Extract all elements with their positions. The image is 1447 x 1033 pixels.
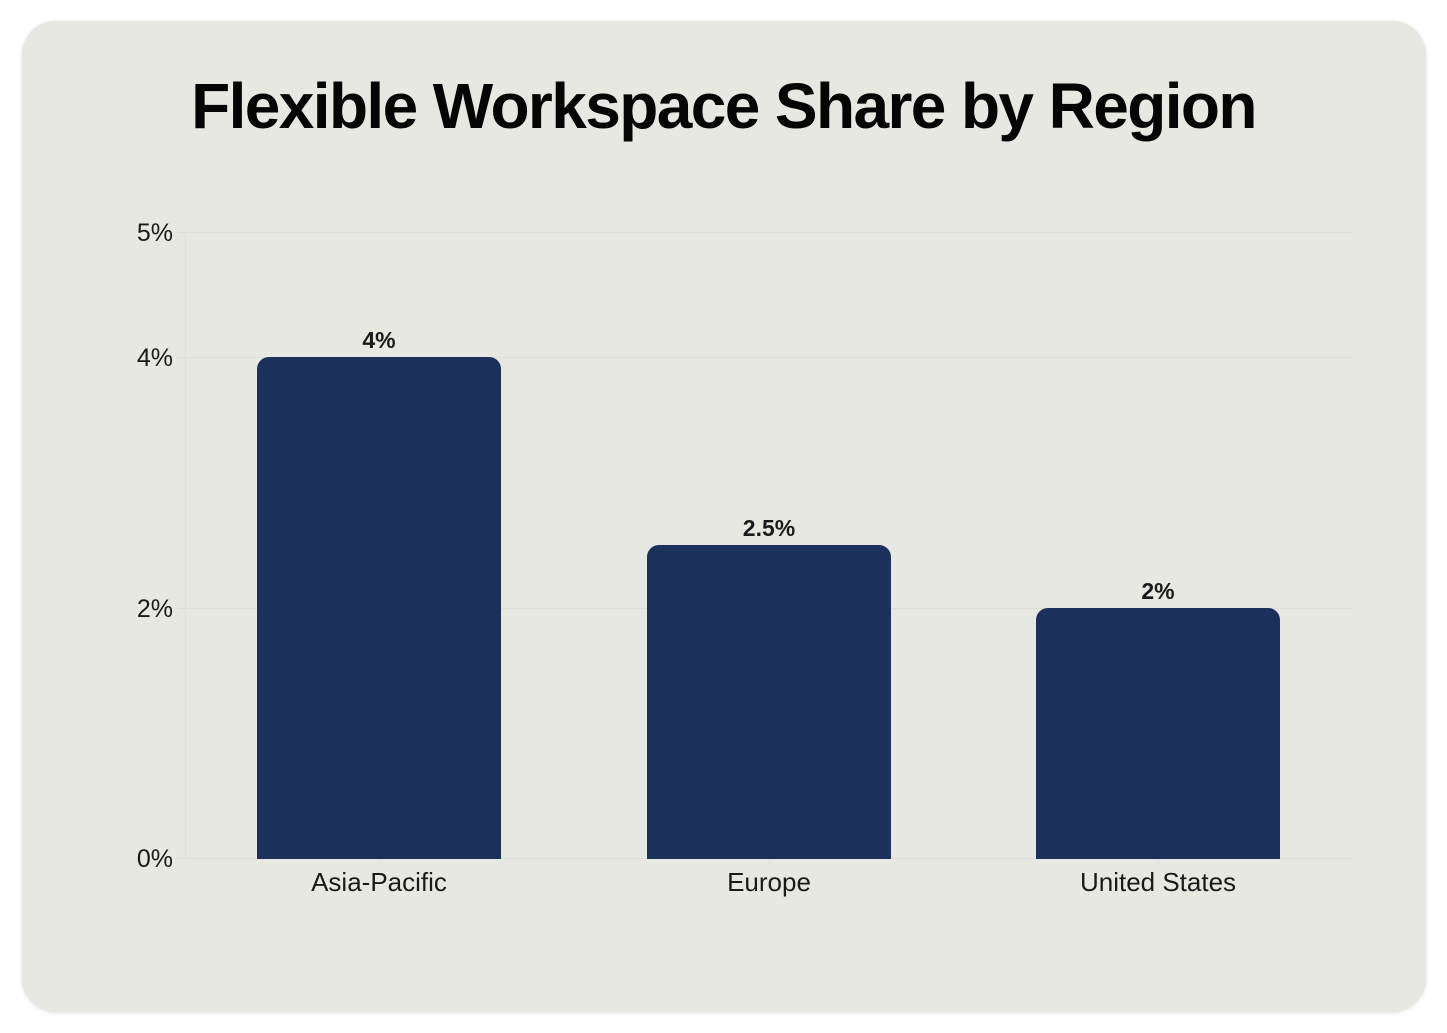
gridline-4 (178, 357, 1353, 358)
y-tick-label: 0% (136, 845, 173, 873)
y-tick-label: 2% (136, 595, 173, 623)
x-category-label: Europe (727, 867, 811, 897)
bar-asia-pacific[interactable] (257, 357, 501, 859)
x-tick-mark (769, 859, 770, 865)
bar-europe[interactable] (647, 545, 891, 859)
x-tick-mark (1158, 859, 1159, 865)
x-category-label: United States (1079, 867, 1237, 897)
chart-title: Flexible Workspace Share by Region (191, 70, 1257, 142)
bar-value-label: 4% (362, 327, 396, 353)
x-category-label: Asia-Pacific (311, 867, 447, 897)
x-tick-mark (379, 859, 380, 865)
gridline-5 (178, 232, 1353, 233)
y-tick-label: 5% (136, 219, 173, 247)
bar-value-label: 2.5% (742, 515, 796, 541)
y-axis-line (185, 232, 186, 859)
bar-value-label: 2% (1141, 578, 1175, 604)
bar-united-states[interactable] (1036, 608, 1280, 859)
y-tick-label: 4% (136, 344, 173, 372)
